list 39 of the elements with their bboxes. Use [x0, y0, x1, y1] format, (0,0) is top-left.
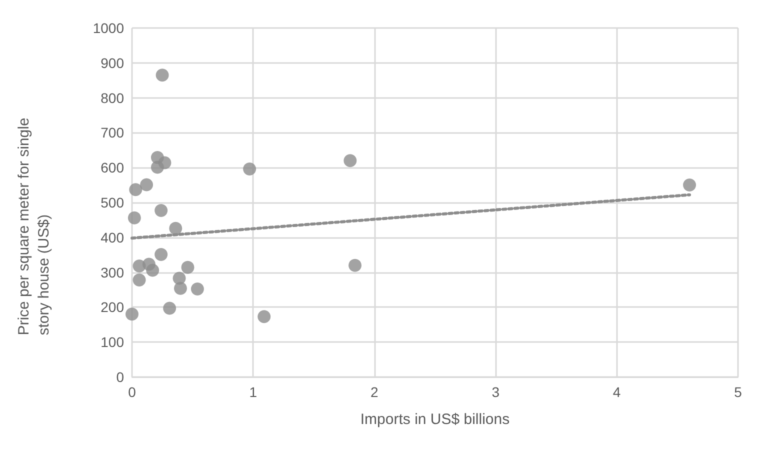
y-tick-label: 700: [100, 124, 124, 141]
y-axis-title: Price per square meter for single story house (US$): [16, 118, 52, 336]
y-tick-label: 600: [100, 160, 124, 176]
point: [190, 282, 204, 296]
point: [154, 248, 168, 261]
point: [146, 264, 160, 277]
point: [344, 154, 357, 168]
x-axis-title: Imports in US$ billions: [360, 411, 510, 428]
point: [181, 260, 194, 274]
point: [169, 222, 182, 235]
x-tick-label: 1: [249, 384, 258, 400]
point: [243, 162, 256, 176]
point: [140, 178, 154, 192]
point: [683, 178, 696, 192]
point: [156, 68, 169, 82]
point: [126, 308, 138, 321]
y-tick-label: 1000: [92, 20, 124, 36]
y-tick-label: 900: [100, 54, 124, 71]
y-tick-label: 100: [100, 334, 124, 350]
x-tick-label: 3: [492, 384, 500, 400]
point: [158, 156, 172, 170]
y-tick-label: 300: [100, 264, 124, 280]
y-tick-label: 500: [100, 194, 124, 210]
point: [163, 302, 176, 315]
point: [132, 273, 146, 286]
point: [154, 204, 168, 218]
x-tick-label: 5: [734, 384, 742, 400]
point: [129, 183, 142, 196]
x-tick-label: 0: [128, 384, 136, 400]
point: [174, 282, 187, 295]
y-tick-label: 0: [116, 369, 124, 385]
x-tick-label: 2: [370, 384, 378, 400]
y-tick-label: 400: [100, 229, 124, 246]
y-tick-label: 200: [100, 299, 124, 316]
point: [258, 310, 271, 324]
point: [348, 258, 362, 272]
y-tick-label: 800: [100, 90, 124, 106]
point: [128, 211, 141, 224]
x-tick-label: 4: [612, 384, 621, 400]
